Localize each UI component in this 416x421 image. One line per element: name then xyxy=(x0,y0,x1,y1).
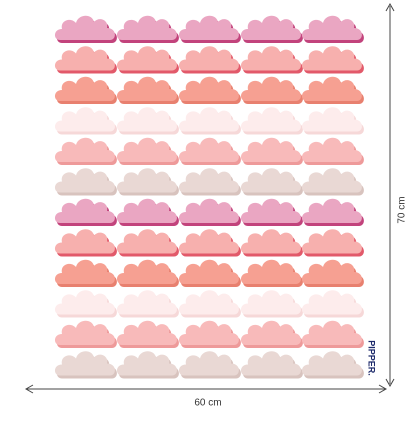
cloud-sticker xyxy=(178,351,239,376)
cloud-sticker xyxy=(240,320,301,345)
cloud-sticker xyxy=(178,107,239,132)
cloud-sticker xyxy=(116,137,177,162)
height-label: 70 cm xyxy=(397,196,408,223)
cloud-sticker xyxy=(301,15,362,40)
cloud-sticker xyxy=(301,320,362,345)
cloud-sticker xyxy=(240,259,301,284)
cloud-sticker xyxy=(54,15,115,40)
cloud-sticker xyxy=(240,15,301,40)
cloud-sticker xyxy=(301,76,362,101)
cloud-sticker xyxy=(240,168,301,193)
cloud-sticker xyxy=(240,229,301,254)
cloud-sticker xyxy=(54,107,115,132)
cloud-sticker xyxy=(178,259,239,284)
cloud-sticker xyxy=(301,259,362,284)
cloud-sticker xyxy=(240,198,301,223)
cloud-sticker xyxy=(116,259,177,284)
cloud-sticker xyxy=(301,107,362,132)
cloud-sticker xyxy=(240,351,301,376)
cloud-grid xyxy=(54,15,364,379)
cloud-sticker xyxy=(116,46,177,71)
cloud-sticker xyxy=(116,229,177,254)
cloud-sticker xyxy=(54,168,115,193)
cloud-sticker xyxy=(301,168,362,193)
cloud-sticker xyxy=(54,76,115,101)
arrow-head xyxy=(385,378,395,388)
cloud-sticker xyxy=(54,259,115,284)
cloud-sticker xyxy=(301,351,362,376)
cloud-sticker xyxy=(301,198,362,223)
cloud-sticker xyxy=(301,137,362,162)
cloud-sticker xyxy=(54,137,115,162)
cloud-sticker xyxy=(178,137,239,162)
cloud-sticker xyxy=(54,46,115,71)
cloud-sticker xyxy=(116,168,177,193)
cloud-sticker xyxy=(178,229,239,254)
cloud-sticker xyxy=(240,137,301,162)
cloud-sticker xyxy=(178,76,239,101)
cloud-sticker xyxy=(116,351,177,376)
arrow-head xyxy=(385,2,395,12)
cloud-sticker xyxy=(54,320,115,345)
cloud-sticker xyxy=(178,46,239,71)
cloud-sticker xyxy=(54,290,115,315)
cloud-sticker xyxy=(240,107,301,132)
cloud-sticker xyxy=(178,15,239,40)
cloud-sticker xyxy=(116,198,177,223)
cloud-sticker xyxy=(116,76,177,101)
cloud-sticker xyxy=(240,290,301,315)
cloud-sticker xyxy=(240,46,301,71)
cloud-sticker xyxy=(178,198,239,223)
cloud-sticker xyxy=(116,290,177,315)
cloud-sticker xyxy=(116,107,177,132)
cloud-sticker xyxy=(178,320,239,345)
cloud-sticker xyxy=(178,290,239,315)
width-label: 60 cm xyxy=(194,398,221,409)
cloud-sticker xyxy=(54,229,115,254)
cloud-sticker xyxy=(240,76,301,101)
cloud-sticker xyxy=(116,320,177,345)
arrow-head xyxy=(378,384,388,394)
arrow-head xyxy=(24,384,34,394)
cloud-sticker xyxy=(54,351,115,376)
cloud-sticker xyxy=(116,15,177,40)
cloud-sticker xyxy=(178,168,239,193)
cloud-sticker xyxy=(54,198,115,223)
cloud-sticker xyxy=(301,290,362,315)
cloud-sticker xyxy=(301,229,362,254)
brand-logo: PIPPER. xyxy=(367,340,377,376)
cloud-sticker xyxy=(301,46,362,71)
